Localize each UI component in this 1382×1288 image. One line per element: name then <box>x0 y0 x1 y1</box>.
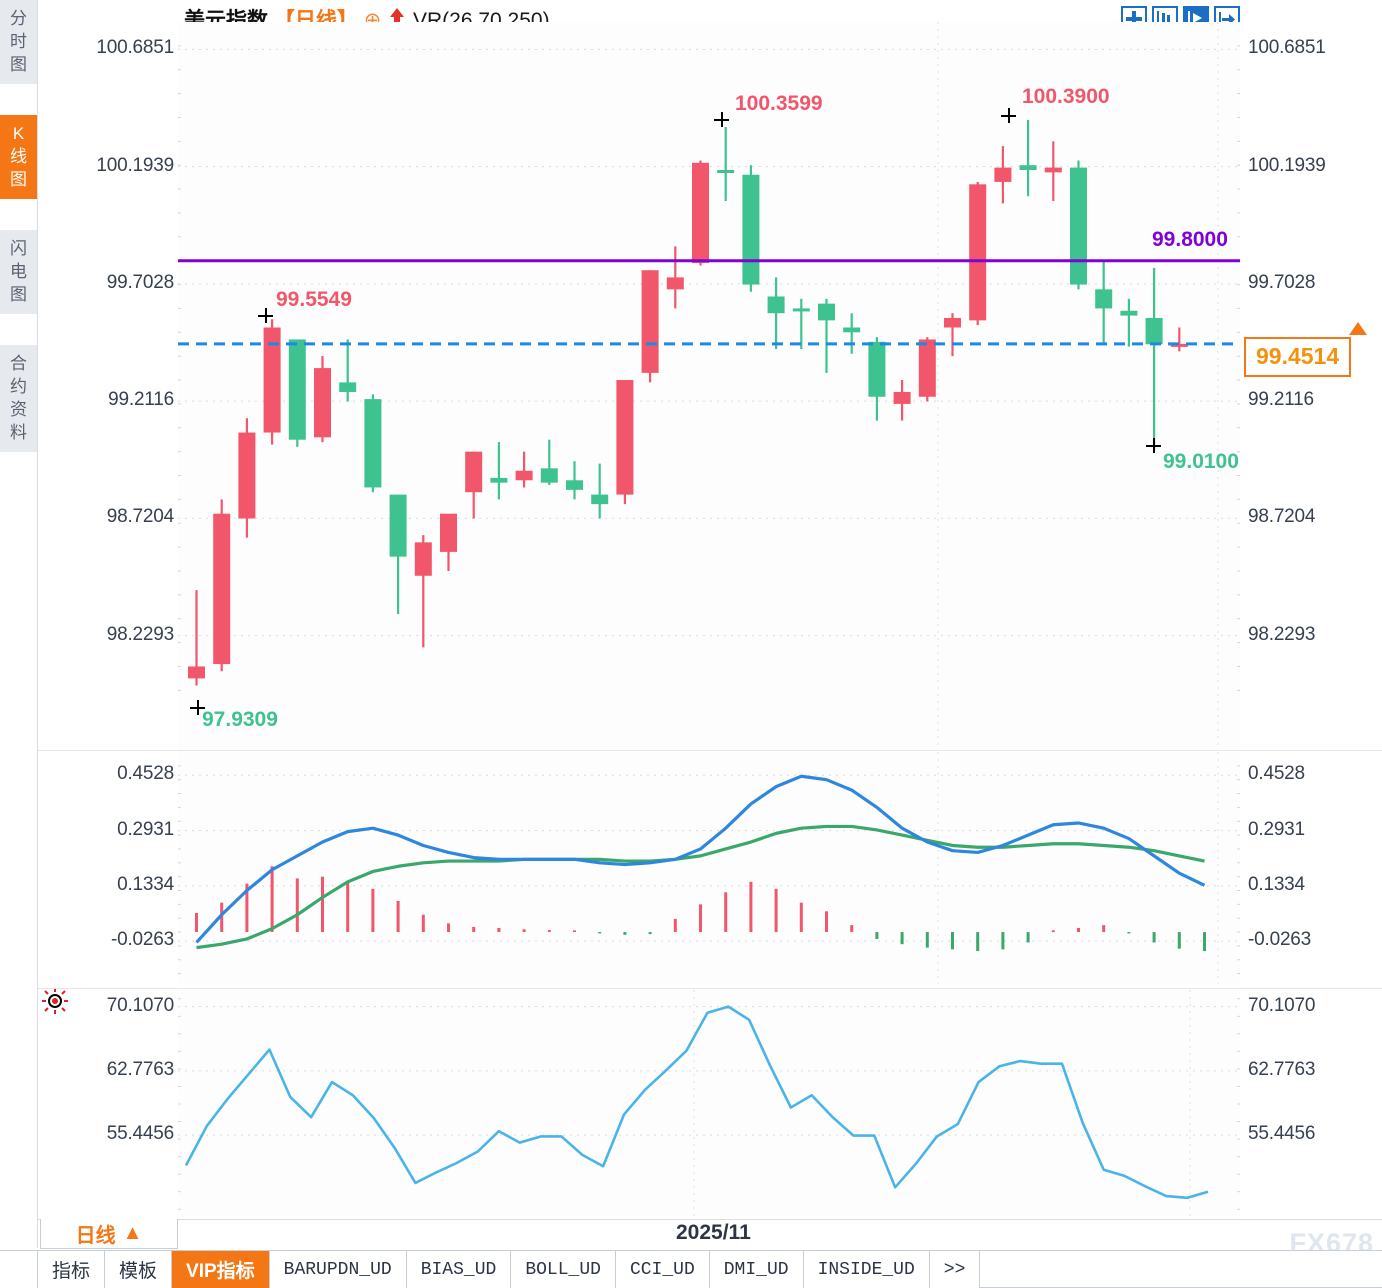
price-tick-right: 99.7028 <box>1248 271 1316 293</box>
sidebar-gap <box>0 85 37 115</box>
price-tick-right: 98.2293 <box>1248 623 1316 645</box>
high-annotation-2-marker-icon <box>714 112 729 127</box>
rsi-tick-right: 62.7763 <box>1248 1058 1316 1080</box>
price-tick-right: 99.2116 <box>1248 389 1314 411</box>
high-annotation-2: 100.3599 <box>735 92 823 115</box>
sidebar-item-kline-char: 线 <box>10 147 27 166</box>
period-selector[interactable]: 日线 ▲ <box>40 1219 178 1249</box>
macd-chart-panel[interactable] <box>178 752 1240 984</box>
price-tick-left: 99.2116 <box>108 389 174 411</box>
price-direction-arrow-icon <box>1349 322 1367 335</box>
period-selector-label: 日线 <box>75 1225 116 1247</box>
low-annotation-2: 99.0100 <box>1163 450 1239 473</box>
price-tick-right: 100.1939 <box>1248 154 1326 176</box>
sidebar-item-contract[interactable]: 合约资料 <box>0 345 37 453</box>
tabbar-spacer <box>0 1251 38 1288</box>
sidebar-item-flash-char: 电 <box>10 262 27 281</box>
current-price-tag[interactable]: 99.4514 <box>1244 337 1352 377</box>
price-tick-left: 98.2293 <box>106 623 174 645</box>
sidebar-item-timeline[interactable]: 分时图 <box>0 0 37 85</box>
macd-tick-right: 0.1334 <box>1248 873 1305 895</box>
date-axis-label: 2025/11 <box>676 1221 751 1244</box>
price-chart-panel[interactable] <box>178 22 1240 750</box>
sidebar-item-flash-char: 图 <box>10 285 27 304</box>
rsi-tick-left: 62.7763 <box>106 1058 174 1080</box>
sidebar-item-timeline-char: 分 <box>10 9 27 28</box>
sidebar-item-flash[interactable]: 闪电图 <box>0 230 37 315</box>
tab-boll-ud[interactable]: BOLL_UD <box>511 1251 616 1288</box>
tab-barupdn-ud[interactable]: BARUPDN_UD <box>270 1251 407 1288</box>
up-arrow-icon <box>389 7 405 29</box>
tab-indicators[interactable]: 指标 <box>38 1251 106 1288</box>
high-annotation-3: 100.3900 <box>1022 85 1110 108</box>
sidebar-item-contract-char: 约 <box>10 377 27 396</box>
panel-divider-macd <box>38 750 1382 751</box>
date-axis-bar <box>38 1219 1382 1249</box>
low-annotation-1-marker-icon <box>190 700 205 715</box>
tab-bias-ud[interactable]: BIAS_UD <box>407 1251 512 1288</box>
tab-vip-indicators[interactable]: VIP指标 <box>172 1251 270 1288</box>
high-annotation-1-marker-icon <box>258 308 273 323</box>
sidebar-gap <box>0 315 37 345</box>
sidebar-item-timeline-char: 图 <box>10 55 27 74</box>
macd-tick-left: 0.1334 <box>117 873 174 895</box>
price-tick-left: 100.6851 <box>96 37 174 59</box>
sun-icon[interactable] <box>40 986 70 1016</box>
macd-tick-left: 0.4528 <box>117 763 174 785</box>
panel-divider-rsi <box>38 988 1382 989</box>
high-annotation-1: 99.5549 <box>276 288 352 311</box>
price-tick-left: 98.7204 <box>106 506 174 528</box>
indicator-tab-bar: 指标 模板 VIP指标 BARUPDN_UD BIAS_UD BOLL_UD CCI_UD D… <box>0 1250 1382 1288</box>
macd-tick-right: -0.0263 <box>1248 929 1312 951</box>
rsi-tick-right: 55.4456 <box>1248 1123 1316 1145</box>
high-annotation-3-marker-icon <box>1001 108 1016 123</box>
macd-tick-right: 0.4528 <box>1248 763 1305 785</box>
sidebar-item-kline-char: K <box>12 124 25 143</box>
sidebar-item-contract-char: 料 <box>10 423 27 442</box>
tab-inside-ud[interactable]: INSIDE_UD <box>804 1251 930 1288</box>
sidebar-item-flash-char: 闪 <box>10 239 27 258</box>
low-annotation-1: 97.9309 <box>202 708 278 731</box>
macd-tick-left: -0.0263 <box>110 929 174 951</box>
rsi-tick-left: 70.1070 <box>106 994 174 1016</box>
price-tick-left: 100.1939 <box>96 154 174 176</box>
sidebar-item-timeline-char: 时 <box>10 32 27 51</box>
tab-cci-ud[interactable]: CCI_UD <box>616 1251 710 1288</box>
sidebar-gap <box>0 200 37 230</box>
period-selector-arrow-icon: ▲ <box>122 1222 143 1244</box>
low-annotation-2-marker-icon <box>1146 438 1161 453</box>
macd-tick-left: 0.2931 <box>117 818 174 840</box>
sidebar-item-contract-char: 合 <box>10 354 27 373</box>
tab-dmi-ud[interactable]: DMI_UD <box>710 1251 804 1288</box>
purple-line-label: 99.8000 <box>1152 228 1228 251</box>
price-tick-left: 99.7028 <box>106 271 174 293</box>
rsi-tick-right: 70.1070 <box>1248 994 1316 1016</box>
sidebar-item-contract-char: 资 <box>10 400 27 419</box>
price-tick-right: 98.7204 <box>1248 506 1316 528</box>
sidebar-item-kline-char: 图 <box>10 170 27 189</box>
tabbar-filler <box>980 1251 1382 1288</box>
tab-templates[interactable]: 模板 <box>105 1251 173 1288</box>
tab-more[interactable]: >> <box>930 1251 981 1288</box>
price-tick-right: 100.6851 <box>1248 37 1326 59</box>
rsi-chart-panel[interactable] <box>178 990 1240 1218</box>
macd-tick-right: 0.2931 <box>1248 818 1305 840</box>
rsi-tick-left: 55.4456 <box>106 1123 174 1145</box>
